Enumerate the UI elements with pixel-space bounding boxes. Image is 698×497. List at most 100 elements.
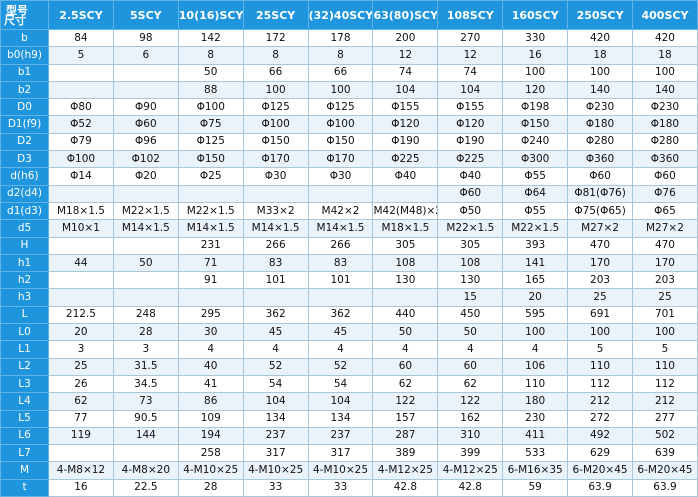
row-label: d5 xyxy=(0,219,49,238)
table-cell: 502 xyxy=(632,426,698,446)
table-cell: 212 xyxy=(567,392,634,411)
table-cell: M10×1 xyxy=(48,219,114,238)
table-row: L4 62 73 86 104 104 122 122 180 212 212 xyxy=(0,392,698,411)
table-cell: 237 xyxy=(307,426,374,446)
table-cell: 170 xyxy=(632,253,698,273)
table-cell: M14×1.5 xyxy=(307,219,374,238)
table-cell: 16 xyxy=(502,46,569,65)
header-row: 型号 尺寸 2.5SCY 5SCY 10(16)SCY 25SCY (32)40SCY 6… xyxy=(0,0,698,30)
table-cell: Φ65 xyxy=(632,201,698,221)
table-cell: 5 xyxy=(48,46,114,65)
table-cell: 533 xyxy=(502,444,569,463)
table-cell: 691 xyxy=(567,305,634,325)
table-cell: M14×1.5 xyxy=(112,219,179,238)
row-label: h1 xyxy=(0,253,49,273)
table-cell: 119 xyxy=(48,426,114,446)
table-cell: Φ280 xyxy=(632,132,698,152)
table-cell: Φ190 xyxy=(372,132,439,152)
table-cell: Φ25 xyxy=(177,167,244,186)
table-cell: M14×1.5 xyxy=(177,219,244,238)
table-cell: 629 xyxy=(567,444,634,463)
table-cell: 194 xyxy=(177,426,244,446)
table-cell: 66 xyxy=(242,63,309,82)
table-cell: 16 xyxy=(48,478,114,497)
table-cell: 42.8 xyxy=(437,478,504,497)
table-cell: Φ100 xyxy=(307,115,374,134)
table-cell: 5 xyxy=(567,340,634,359)
table-cell: 178 xyxy=(307,28,374,48)
table-cell: 470 xyxy=(632,236,698,255)
row-label: d1(d3) xyxy=(0,201,49,221)
table-cell: 63.9 xyxy=(632,478,698,497)
table-cell: 83 xyxy=(242,253,309,273)
table-cell: 317 xyxy=(242,444,309,463)
table-cell: 22.5 xyxy=(112,478,179,497)
table-cell: 305 xyxy=(372,236,439,255)
table-cell: 106 xyxy=(502,357,569,376)
table-cell: 18 xyxy=(567,46,634,65)
table-cell: 104 xyxy=(307,392,374,411)
table-cell: 28 xyxy=(112,323,179,342)
table-row: b0(h9) 5 6 8 8 8 12 12 16 18 18 xyxy=(0,46,698,65)
table-cell: 170 xyxy=(567,253,634,273)
table-cell: 389 xyxy=(372,444,439,463)
table-cell xyxy=(112,80,179,100)
table-cell: 60 xyxy=(437,357,504,376)
table-cell: 4 xyxy=(177,340,244,359)
table-cell: 203 xyxy=(632,271,698,290)
row-label: L4 xyxy=(0,392,49,411)
table-cell: 4 xyxy=(502,340,569,359)
row-label: b1 xyxy=(0,63,49,82)
table-cell: Φ190 xyxy=(437,132,504,152)
table-cell: 130 xyxy=(437,271,504,290)
row-label: h3 xyxy=(0,288,49,307)
table-cell: Φ102 xyxy=(112,150,179,169)
table-row: L3 26 34.5 41 54 54 62 62 110 112 112 xyxy=(0,374,698,394)
row-label: L2 xyxy=(0,357,49,376)
table-cell: 44 xyxy=(48,253,114,273)
table-cell: 4 xyxy=(437,340,504,359)
table-cell: 266 xyxy=(242,236,309,255)
table-cell: 90.5 xyxy=(112,409,179,428)
table-cell: Φ60 xyxy=(112,115,179,134)
column-header: 250SCY xyxy=(567,0,634,30)
table-cell: 4-M8×12 xyxy=(48,461,114,480)
table-row: M 4-M8×12 4-M8×20 4-M10×25 4-M10×25 4-M10×25 4… xyxy=(0,461,698,480)
table-cell: 310 xyxy=(437,426,504,446)
table-row: d2(d4) Φ60 Φ64 Φ81(Φ76) Φ76 xyxy=(0,184,698,203)
table-row: H 231 266 266 305 305 393 470 470 xyxy=(0,236,698,255)
table-cell: Φ75 xyxy=(177,115,244,134)
table-cell: 237 xyxy=(242,426,309,446)
table-cell: M27×2 xyxy=(567,219,634,238)
table-cell: 4-M12×25 xyxy=(437,461,504,480)
table-cell: 25 xyxy=(632,288,698,307)
table-cell: Φ64 xyxy=(502,184,569,203)
table-cell: 15 xyxy=(437,288,504,307)
table-cell: 144 xyxy=(112,426,179,446)
table-cell: M22×1.5 xyxy=(177,201,244,221)
table-cell: 34.5 xyxy=(112,374,179,394)
table-cell: 100 xyxy=(242,80,309,100)
table-row: L6 119 144 194 237 237 287 310 411 492 502 xyxy=(0,426,698,446)
table-cell: 112 xyxy=(567,374,634,394)
table-cell: 91 xyxy=(177,271,244,290)
table-cell: Φ280 xyxy=(567,132,634,152)
table-cell xyxy=(112,271,179,290)
table-cell: 140 xyxy=(567,80,634,100)
table-cell: M22×1.5 xyxy=(112,201,179,221)
table-cell: 104 xyxy=(242,392,309,411)
table-cell: 8 xyxy=(177,46,244,65)
table-cell: Φ225 xyxy=(437,150,504,169)
table-cell: 165 xyxy=(502,271,569,290)
table-cell xyxy=(48,236,114,255)
table-cell: Φ60 xyxy=(437,184,504,203)
table-cell: 140 xyxy=(632,80,698,100)
table-cell: 420 xyxy=(567,28,634,48)
table-cell: 5 xyxy=(632,340,698,359)
table-cell: M42(M48)×2 xyxy=(372,201,439,221)
table-cell: 411 xyxy=(502,426,569,446)
table-cell: 362 xyxy=(242,305,309,325)
table-cell: M22×1.5 xyxy=(437,219,504,238)
table-cell: 120 xyxy=(502,80,569,100)
